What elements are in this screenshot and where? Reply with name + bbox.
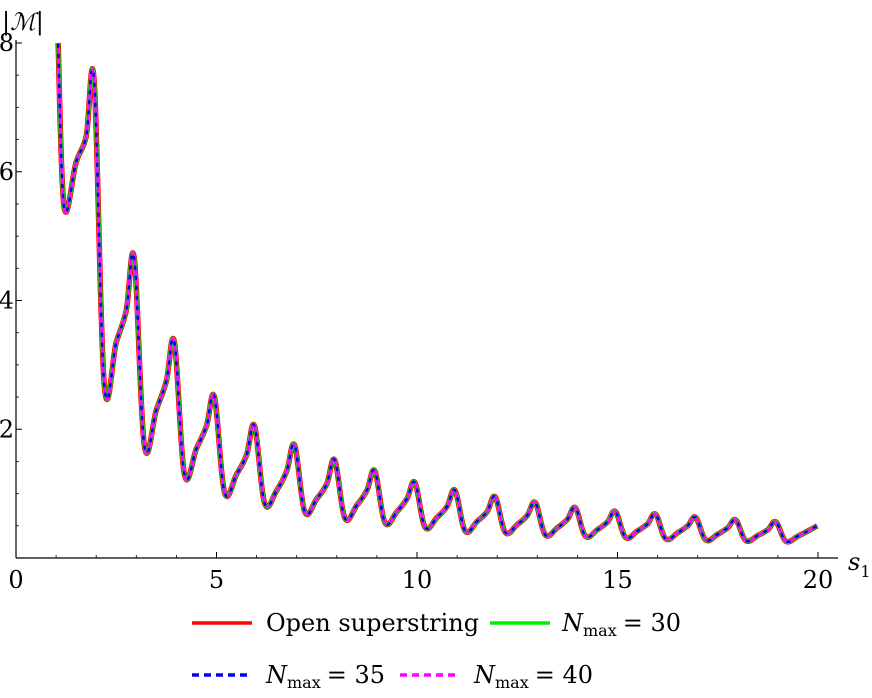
x-tick-label: 0 [8, 566, 23, 594]
x-tick-label: 15 [602, 566, 633, 594]
x-tick-label: 20 [803, 566, 834, 594]
series-open-superstring [55, 42, 819, 545]
series-nmax-40 [56, 42, 818, 544]
legend-label-nmax-35: Nmax = 35 [265, 661, 385, 692]
series-nmax-30 [56, 42, 819, 544]
legend-item-open-superstring: Open superstring [192, 609, 479, 637]
axes [15, 40, 838, 559]
x-axis-label-main: s [848, 548, 860, 576]
y-tick-label: 2 [0, 415, 14, 443]
series-nmax-35 [56, 42, 818, 544]
legend-item-nmax-35: Nmax = 35 [192, 661, 385, 692]
x-axis-label: s1 [848, 548, 871, 581]
x-axis-label-sub: 1 [860, 562, 870, 581]
y-tick-label: 4 [0, 287, 14, 315]
x-tick-label: 10 [402, 566, 433, 594]
x-tick-label: 5 [209, 566, 224, 594]
legend-label-nmax-40: Nmax = 40 [473, 661, 593, 692]
curves [55, 42, 819, 545]
legend-label-open-superstring: Open superstring [266, 609, 479, 637]
legend-item-nmax-40: Nmax = 40 [400, 661, 593, 692]
legend-item-nmax-30: Nmax = 30 [490, 609, 681, 640]
y-tick-label: 6 [0, 158, 14, 186]
legend: Open superstring Nmax = 30 Nmax = 35 Nmax =… [192, 609, 681, 692]
y-tick-label: 8 [0, 29, 14, 57]
ticks: 0 5 10 15 20 2 4 6 8 [0, 29, 833, 594]
y-axis-label: |ℳ| [2, 8, 44, 37]
legend-label-nmax-30: Nmax = 30 [561, 609, 681, 640]
